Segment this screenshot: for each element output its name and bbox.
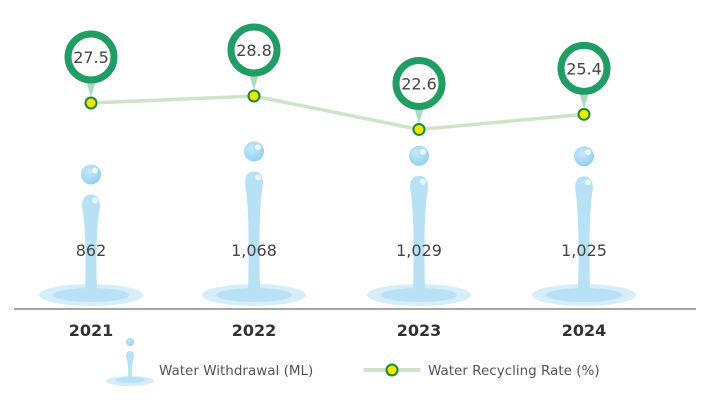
recycling-data-label: 28.8 [236,41,272,60]
legend-marker-icon [385,363,399,377]
water-drop-ball [574,146,594,167]
withdrawal-data-label: 1,068 [231,241,277,260]
badge-ring [64,30,118,84]
recycling-data-label: 25.4 [566,59,602,78]
bar-stem [67,194,115,295]
recycling-rate-point: 22.6 [392,56,446,136]
ball-highlight [420,148,426,155]
x-tick-label: 2022 [232,321,277,340]
recycling-data-label: 27.5 [73,48,109,67]
recycling-rate-point: 25.4 [557,41,611,121]
badge-ring [227,23,281,77]
water-drop-ball [81,164,101,185]
legend-label-recycling: Water Recycling Rate (%) [428,363,600,379]
withdrawal-data-label: 1,025 [561,241,607,260]
line-marker [84,96,98,110]
bar-stem [395,175,443,295]
water-drop-icon [106,338,154,386]
water-drop-ball [409,145,429,166]
badge-pointer [414,107,424,124]
legend: Water Withdrawal (ML) Water Recycling Ra… [106,338,600,386]
recycling-rate-line [90,94,585,132]
recycling-rate-point: 27.5 [64,30,118,110]
ball-highlight [255,144,261,151]
bar-highlight [585,179,591,186]
water-withdrawal-bar: 1,025 [532,146,636,306]
x-tick-label: 2024 [562,321,607,340]
badge-pointer [249,73,259,90]
badge-ring [392,56,446,110]
legend-label-withdrawal: Water Withdrawal (ML) [159,363,313,379]
badge-ring [557,41,611,95]
water-withdrawal-bar: 1,068 [202,141,306,306]
x-tick-label: 2021 [69,321,114,340]
bar-highlight [255,174,261,181]
bar-stem [560,176,608,295]
legend-item-withdrawal: Water Withdrawal (ML) [106,338,313,386]
x-tick-label: 2023 [397,321,442,340]
water-drop-ball [244,141,264,162]
badge-pointer [86,81,96,97]
bar-highlight [420,178,426,185]
line-marker [412,122,426,136]
water-withdrawal-bar: 1,029 [367,145,471,306]
recycling-data-label: 22.6 [401,74,437,93]
line-marker [247,89,261,103]
line-marker [577,107,591,121]
withdrawal-data-label: 862 [76,241,107,260]
legend-item-recycling: Water Recycling Rate (%) [364,363,600,379]
withdrawal-data-label: 1,029 [396,241,442,260]
water-withdrawal-bar: 862 [39,164,143,306]
ball-highlight [92,167,98,174]
ball-highlight [585,149,591,156]
bar-highlight [92,197,98,204]
badge-pointer [579,92,589,109]
bar-stem [230,171,278,295]
recycling-rate-point: 28.8 [227,23,281,103]
